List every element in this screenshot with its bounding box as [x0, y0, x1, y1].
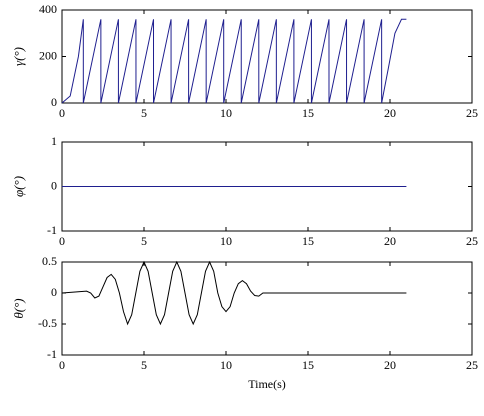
x-tick-label: 25 — [466, 234, 478, 248]
y-tick-label: 400 — [39, 2, 57, 16]
x-tick-label: 5 — [141, 106, 147, 120]
x-tick-label: 20 — [384, 358, 396, 372]
x-axis-label: Time(s) — [248, 377, 286, 391]
x-tick-label: 15 — [302, 234, 314, 248]
y-axis-label: γ(°) — [11, 47, 26, 66]
x-tick-label: 0 — [59, 106, 65, 120]
y-tick-label: 1 — [51, 134, 57, 148]
x-tick-label: 25 — [466, 358, 478, 372]
x-tick-label: 10 — [220, 358, 232, 372]
y-tick-label: -0.5 — [38, 316, 57, 330]
y-tick-label: -1 — [47, 347, 57, 361]
axes-box — [61, 9, 473, 104]
y-tick-label: 0 — [51, 285, 57, 299]
y-tick-label: 200 — [39, 48, 57, 62]
x-tick-label: 5 — [141, 234, 147, 248]
y-tick-label: 0 — [51, 95, 57, 109]
x-tick-label: 15 — [302, 358, 314, 372]
x-tick-label: 0 — [59, 234, 65, 248]
x-tick-label: 10 — [220, 234, 232, 248]
y-tick-label: 0 — [51, 178, 57, 192]
y-axis-label: θ(°) — [11, 298, 26, 318]
y-tick-label: -1 — [47, 223, 57, 237]
x-tick-label: 25 — [466, 106, 478, 120]
x-tick-label: 20 — [384, 234, 396, 248]
y-tick-label: 0.5 — [42, 254, 57, 268]
x-tick-label: 0 — [59, 358, 65, 372]
data-line — [61, 18, 407, 104]
x-tick-label: 5 — [141, 358, 147, 372]
data-line — [61, 260, 407, 326]
x-tick-label: 10 — [220, 106, 232, 120]
y-axis-label: φ(°) — [11, 176, 26, 197]
x-tick-label: 20 — [384, 106, 396, 120]
axes-box — [61, 261, 473, 356]
x-tick-label: 15 — [302, 106, 314, 120]
